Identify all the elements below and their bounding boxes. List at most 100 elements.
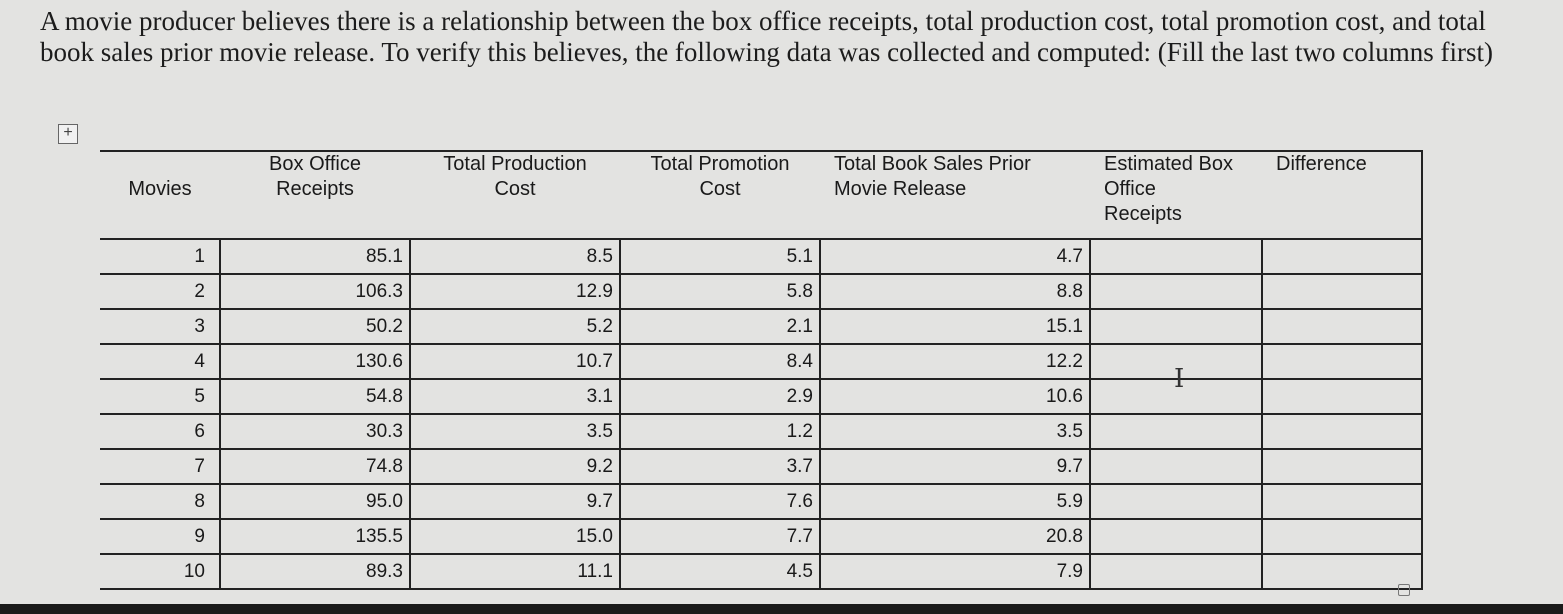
production-cell: 5.2: [409, 309, 620, 345]
promotion-cell: 4.5: [619, 554, 820, 590]
estimated-input-cell[interactable]: [1089, 344, 1262, 380]
box-office-cell: 54.8: [219, 379, 410, 415]
header-promotion-line2: Cost: [699, 178, 741, 200]
box-office-cell: 135.5: [219, 519, 410, 555]
production-cell: 15.0: [409, 519, 620, 555]
promotion-cell: 8.4: [619, 344, 820, 380]
movie-number: 2: [100, 274, 220, 310]
table-row: 3 50.2 5.2 2.1 15.1: [100, 309, 1423, 345]
production-cell: 3.1: [409, 379, 620, 415]
table-row: 1 85.1 8.5 5.1 4.7: [100, 238, 1423, 275]
book-sales-cell: 8.8: [819, 274, 1090, 310]
header-estimated-line1: Estimated Box: [1104, 153, 1233, 175]
header-book-sales: Total Book Sales Prior Movie Release: [820, 150, 1090, 239]
table-move-handle-icon[interactable]: +: [58, 124, 78, 144]
table-row: 6 30.3 3.5 1.2 3.5: [100, 414, 1423, 450]
movie-number: 3: [100, 309, 220, 345]
difference-input-cell[interactable]: [1261, 519, 1423, 555]
header-promotion: Total Promotion Cost: [620, 150, 820, 239]
book-sales-cell: 15.1: [819, 309, 1090, 345]
header-difference: Difference: [1262, 150, 1423, 239]
header-production-line2: Cost: [494, 178, 536, 200]
header-book-sales-line1: Total Book Sales Prior: [834, 153, 1031, 175]
estimated-input-cell[interactable]: [1089, 484, 1262, 520]
movie-number: 1: [100, 238, 220, 275]
production-cell: 8.5: [409, 238, 620, 275]
estimated-input-cell[interactable]: [1089, 449, 1262, 485]
production-cell: 10.7: [409, 344, 620, 380]
header-estimated-line3: Receipts: [1104, 203, 1182, 225]
movie-number: 8: [100, 484, 220, 520]
header-box-office: Box Office Receipts: [220, 150, 410, 239]
difference-input-cell[interactable]: [1261, 484, 1423, 520]
difference-input-cell[interactable]: [1261, 554, 1423, 590]
estimated-input-cell[interactable]: [1089, 554, 1262, 590]
header-production: Total Production Cost: [410, 150, 620, 239]
box-office-cell: 30.3: [219, 414, 410, 450]
book-sales-cell: 12.2: [819, 344, 1090, 380]
movie-number: 7: [100, 449, 220, 485]
promotion-cell: 5.8: [619, 274, 820, 310]
movie-number: 10: [100, 554, 220, 590]
question-text: A movie producer believes there is a rel…: [40, 6, 1494, 67]
book-sales-cell: 5.9: [819, 484, 1090, 520]
book-sales-cell: 4.7: [819, 238, 1090, 275]
estimated-input-cell[interactable]: [1089, 238, 1262, 275]
estimated-input-cell[interactable]: [1089, 379, 1262, 415]
estimated-input-cell[interactable]: [1089, 414, 1262, 450]
movie-number: 4: [100, 344, 220, 380]
production-cell: 9.2: [409, 449, 620, 485]
table-row: 2 106.3 12.9 5.8 8.8: [100, 274, 1423, 310]
header-production-line1: Total Production: [443, 153, 587, 175]
table-resize-handle-icon[interactable]: [1398, 584, 1410, 596]
table-row: 9 135.5 15.0 7.7 20.8: [100, 519, 1423, 555]
table-row: 5 54.8 3.1 2.9 10.6: [100, 379, 1423, 415]
promotion-cell: 3.7: [619, 449, 820, 485]
book-sales-cell: 20.8: [819, 519, 1090, 555]
text-cursor-icon: I: [1174, 364, 1185, 394]
promotion-cell: 7.7: [619, 519, 820, 555]
difference-input-cell[interactable]: [1261, 309, 1423, 345]
promotion-cell: 2.9: [619, 379, 820, 415]
box-office-cell: 89.3: [219, 554, 410, 590]
header-promotion-line1: Total Promotion: [650, 153, 790, 175]
promotion-cell: 2.1: [619, 309, 820, 345]
table-row: 10 89.3 11.1 4.5 7.9: [100, 554, 1423, 590]
header-movies: Movies: [100, 150, 220, 239]
promotion-cell: 5.1: [619, 238, 820, 275]
production-cell: 9.7: [409, 484, 620, 520]
production-cell: 11.1: [409, 554, 620, 590]
box-office-cell: 95.0: [219, 484, 410, 520]
box-office-cell: 50.2: [219, 309, 410, 345]
bottom-edge-bar: [0, 604, 1563, 614]
book-sales-cell: 9.7: [819, 449, 1090, 485]
book-sales-cell: 7.9: [819, 554, 1090, 590]
header-box-office-line1: Box Office: [269, 153, 361, 175]
header-estimated: Estimated Box Office Receipts: [1090, 150, 1262, 239]
difference-input-cell[interactable]: [1261, 414, 1423, 450]
box-office-cell: 74.8: [219, 449, 410, 485]
book-sales-cell: 10.6: [819, 379, 1090, 415]
difference-input-cell[interactable]: [1261, 379, 1423, 415]
table-row: 8 95.0 9.7 7.6 5.9: [100, 484, 1423, 520]
movie-number: 9: [100, 519, 220, 555]
production-cell: 3.5: [409, 414, 620, 450]
difference-input-cell[interactable]: [1261, 238, 1423, 275]
box-office-cell: 130.6: [219, 344, 410, 380]
header-estimated-line2: Office: [1104, 178, 1156, 200]
box-office-cell: 85.1: [219, 238, 410, 275]
promotion-cell: 7.6: [619, 484, 820, 520]
movie-number: 6: [100, 414, 220, 450]
data-table: Movies Box Office Receipts Total Product…: [100, 150, 1423, 590]
estimated-input-cell[interactable]: [1089, 309, 1262, 345]
header-row: Movies Box Office Receipts Total Product…: [100, 150, 1423, 239]
production-cell: 12.9: [409, 274, 620, 310]
table-row: 7 74.8 9.2 3.7 9.7: [100, 449, 1423, 485]
estimated-input-cell[interactable]: [1089, 519, 1262, 555]
difference-input-cell[interactable]: [1261, 274, 1423, 310]
header-book-sales-line2: Movie Release: [834, 178, 967, 200]
estimated-input-cell[interactable]: [1089, 274, 1262, 310]
difference-input-cell[interactable]: [1261, 449, 1423, 485]
difference-input-cell[interactable]: [1261, 344, 1423, 380]
box-office-cell: 106.3: [219, 274, 410, 310]
